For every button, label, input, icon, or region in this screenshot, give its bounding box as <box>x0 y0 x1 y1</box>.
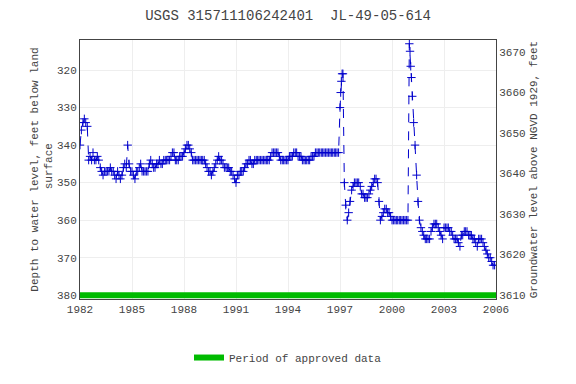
svg-text:Period of approved data: Period of approved data <box>229 353 381 365</box>
svg-text:330: 330 <box>57 102 77 114</box>
svg-text:3610: 3610 <box>499 290 525 302</box>
svg-text:350: 350 <box>57 177 77 189</box>
svg-text:1994: 1994 <box>275 304 302 316</box>
svg-text:1991: 1991 <box>223 304 250 316</box>
svg-text:3670: 3670 <box>499 47 525 59</box>
svg-text:360: 360 <box>57 215 77 227</box>
svg-text:1985: 1985 <box>119 304 145 316</box>
svg-text:3630: 3630 <box>499 209 525 221</box>
svg-text:2006: 2006 <box>483 304 509 316</box>
svg-text:2003: 2003 <box>431 304 457 316</box>
svg-text:Groundwater level above NGVD 1: Groundwater level above NGVD 1929, feet <box>528 41 540 298</box>
svg-text:3650: 3650 <box>499 128 525 140</box>
svg-text:Depth to water level, feet bel: Depth to water level, feet below land su… <box>29 47 55 291</box>
svg-text:3640: 3640 <box>499 168 525 180</box>
svg-text:1982: 1982 <box>67 304 93 316</box>
svg-text:370: 370 <box>57 253 77 265</box>
svg-text:380: 380 <box>57 290 77 302</box>
svg-text:320: 320 <box>57 65 77 77</box>
svg-text:3620: 3620 <box>499 249 525 261</box>
svg-text:1988: 1988 <box>171 304 197 316</box>
svg-text:USGS 315711106242401 JL-49-05: USGS 315711106242401 JL-49-05-614 <box>145 8 431 24</box>
svg-text:1997: 1997 <box>327 304 353 316</box>
svg-text:3660: 3660 <box>499 87 525 99</box>
svg-text:2000: 2000 <box>379 304 405 316</box>
svg-text:340: 340 <box>57 140 77 152</box>
